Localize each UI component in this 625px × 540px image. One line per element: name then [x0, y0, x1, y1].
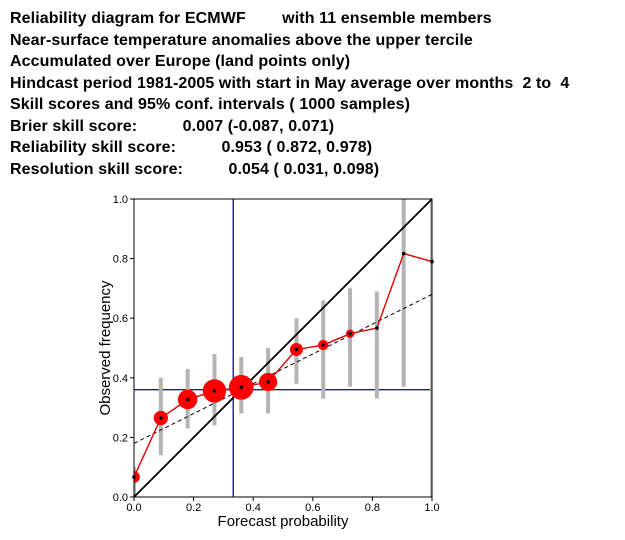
x-tick-label-0: 0.0: [126, 502, 141, 514]
title-line-1: Reliability diagram for ECMWF with 11 en…: [10, 10, 492, 27]
header: Reliability diagram for ECMWF with 11 en…: [10, 8, 569, 180]
title-line-2: Near-surface temperature anomalies above…: [10, 31, 473, 49]
frequency-circle-1: [134, 471, 140, 483]
x-tick-label-2: 0.4: [246, 502, 261, 514]
title-line-5: Skill scores and 95% conf. intervals ( 1…: [10, 96, 411, 113]
y-tick-label-5: 1.0: [113, 194, 128, 206]
x-tick-label-5: 1.0: [424, 502, 439, 514]
x-tick-label-4: 0.8: [365, 502, 380, 514]
perfect-reliability-line: [133, 198, 433, 498]
y-axis-label: Observed frequency: [97, 280, 114, 416]
data-point-3: [185, 397, 190, 402]
x-tick-label-3: 0.6: [305, 502, 320, 514]
data-point-9: [348, 331, 352, 336]
data-point-11: [401, 251, 406, 256]
y-tick-label-1: 0.2: [113, 432, 128, 444]
resolution-skill-score: Resolution skill score: 0.054 ( 0.031, 0…: [10, 160, 380, 178]
weighted-fit-line: [133, 293, 433, 444]
y-tick-label-0: 0.0: [113, 492, 128, 504]
reliability-curve: [133, 252, 433, 478]
data-point-2: [159, 416, 163, 420]
plot-area: 0.0 0.2 0.4 0.6 0.8 1.0 0.0 0.2 0.4 0.6 0.8 1.0: [113, 194, 440, 514]
x-axis-label: Forecast probability: [218, 513, 349, 530]
brier-skill-score: Brier skill score: 0.007 (-0.087, 0.071): [10, 117, 335, 135]
data-point-5: [239, 385, 244, 390]
y-tick-label-4: 0.8: [113, 254, 128, 266]
reliability-skill-score: Reliability skill score: 0.953 ( 0.872, …: [10, 139, 373, 156]
plot-frame: [133, 198, 433, 498]
data-point-8: [321, 343, 326, 347]
data-point-7: [294, 347, 299, 352]
data-point-10: [375, 326, 379, 330]
title-line-3: Accumulated over Europe (land points onl…: [10, 53, 351, 70]
x-tick-label-1: 0.2: [186, 502, 201, 514]
title-line-4: Hindcast period 1981-2005 with start in …: [10, 74, 570, 92]
y-tick-label-3: 0.6: [113, 313, 128, 325]
y-tick-label-2: 0.4: [113, 373, 128, 385]
data-point-4: [212, 389, 217, 393]
data-point-6: [266, 380, 270, 384]
